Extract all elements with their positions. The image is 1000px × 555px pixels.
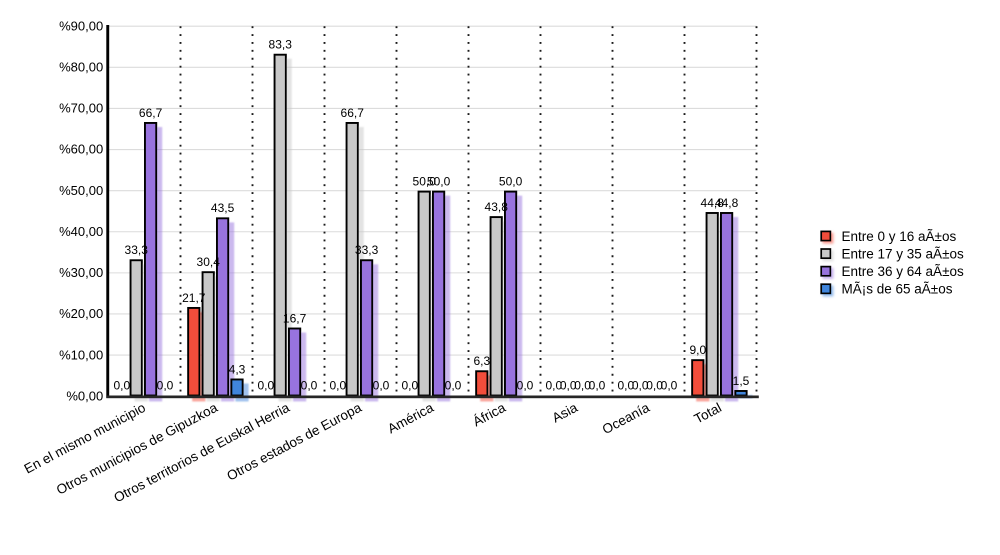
svg-text:0,0: 0,0 [401, 379, 418, 393]
svg-text:%20,00: %20,00 [59, 306, 103, 321]
svg-text:6,3: 6,3 [473, 354, 490, 368]
svg-text:0,0: 0,0 [617, 379, 634, 393]
svg-text:0,0: 0,0 [113, 379, 130, 393]
svg-text:0,0: 0,0 [589, 379, 606, 393]
svg-text:16,7: 16,7 [283, 311, 307, 325]
svg-text:50,0: 50,0 [499, 174, 523, 188]
svg-text:%40,00: %40,00 [59, 224, 103, 239]
svg-text:0,0: 0,0 [257, 379, 274, 393]
svg-text:Entre 0 y 16 aÃ±os: Entre 0 y 16 aÃ±os [842, 229, 957, 244]
svg-text:%30,00: %30,00 [59, 265, 103, 280]
svg-text:%60,00: %60,00 [59, 142, 103, 157]
svg-text:%70,00: %70,00 [59, 101, 103, 116]
svg-text:0,0: 0,0 [545, 379, 562, 393]
svg-text:4,3: 4,3 [229, 362, 246, 376]
svg-text:0,0: 0,0 [560, 379, 577, 393]
svg-text:Entre 17 y 35 aÃ±os: Entre 17 y 35 aÃ±os [842, 246, 964, 261]
svg-text:30,4: 30,4 [197, 255, 221, 269]
svg-text:Entre 36 y 64 aÃ±os: Entre 36 y 64 aÃ±os [842, 264, 964, 279]
svg-text:0,0: 0,0 [157, 379, 174, 393]
svg-text:0,0: 0,0 [517, 379, 534, 393]
svg-text:43,5: 43,5 [211, 201, 235, 215]
svg-text:1,5: 1,5 [733, 374, 750, 388]
svg-text:66,7: 66,7 [341, 106, 365, 120]
svg-text:83,3: 83,3 [269, 38, 293, 52]
svg-text:44,8: 44,8 [715, 196, 739, 210]
svg-text:%80,00: %80,00 [59, 60, 103, 75]
svg-text:9,0: 9,0 [689, 343, 706, 357]
svg-text:%90,00: %90,00 [59, 18, 103, 33]
svg-text:44,8: 44,8 [701, 196, 725, 210]
svg-text:0,0: 0,0 [329, 379, 346, 393]
svg-text:50,0: 50,0 [413, 174, 437, 188]
svg-text:0,0: 0,0 [661, 379, 678, 393]
svg-text:0,0: 0,0 [301, 379, 318, 393]
svg-text:0,0: 0,0 [445, 379, 462, 393]
svg-text:33,3: 33,3 [125, 243, 149, 257]
svg-text:66,7: 66,7 [139, 106, 163, 120]
svg-text:0,0: 0,0 [373, 379, 390, 393]
svg-text:MÃ¡s de 65 aÃ±os: MÃ¡s de 65 aÃ±os [842, 282, 953, 297]
svg-text:%0,00: %0,00 [66, 388, 103, 403]
svg-text:0,0: 0,0 [574, 379, 591, 393]
svg-text:%50,00: %50,00 [59, 183, 103, 198]
svg-text:43,8: 43,8 [485, 200, 509, 214]
svg-text:0,0: 0,0 [646, 379, 663, 393]
svg-text:50,0: 50,0 [427, 174, 451, 188]
svg-text:21,7: 21,7 [182, 291, 206, 305]
svg-text:0,0: 0,0 [632, 379, 649, 393]
svg-text:%10,00: %10,00 [59, 347, 103, 362]
svg-text:33,3: 33,3 [355, 243, 379, 257]
